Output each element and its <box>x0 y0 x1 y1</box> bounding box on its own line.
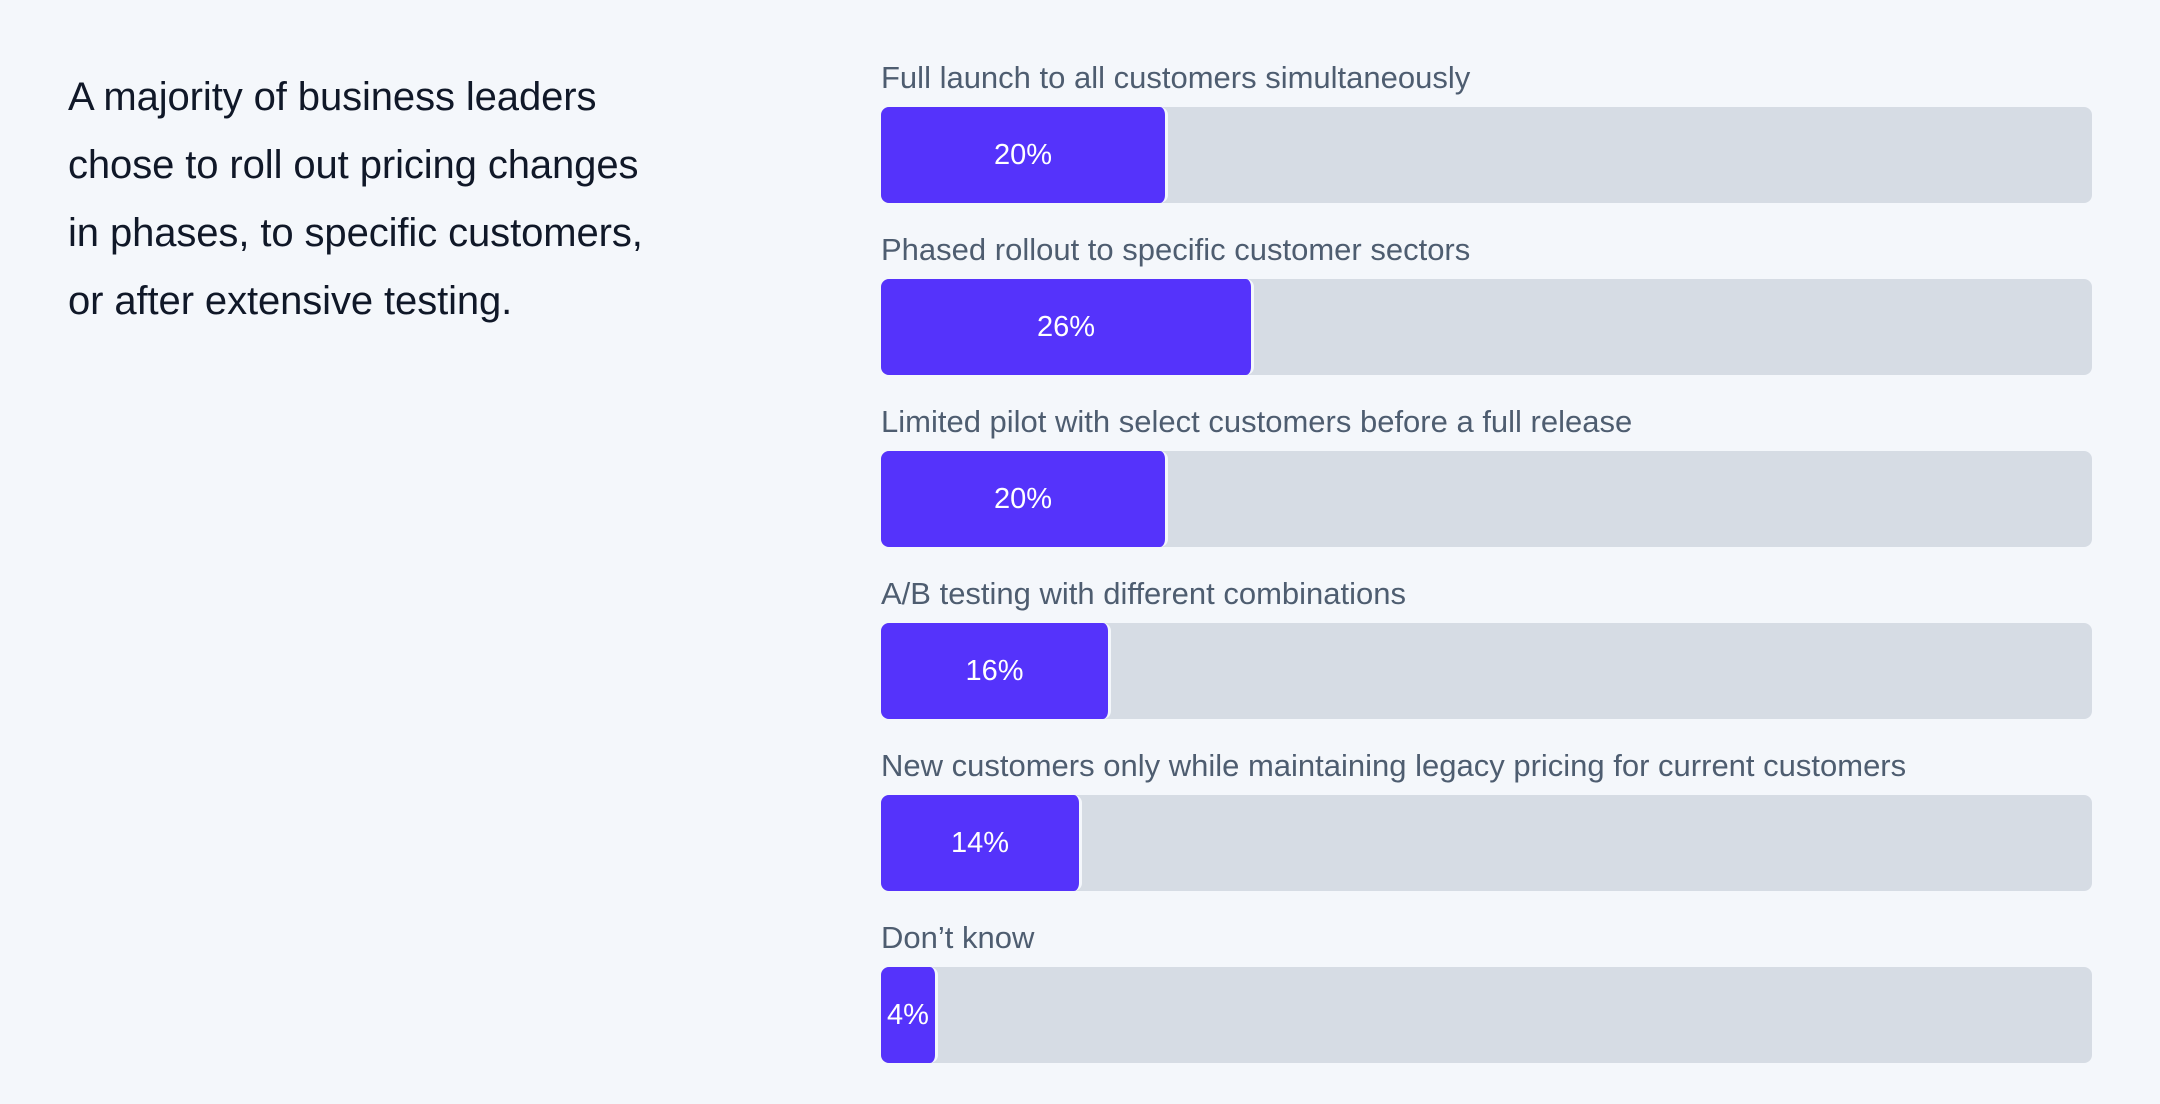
bar-track: 20% <box>881 451 2092 547</box>
bar-fill: 20% <box>881 107 1168 203</box>
bar-fill: 4% <box>881 967 938 1063</box>
bar-label: New customers only while maintaining leg… <box>881 748 1907 783</box>
bar-label: Phased rollout to specific customer sect… <box>881 232 1471 267</box>
bar-value-label: 4% <box>886 998 929 1031</box>
bar-fill: 20% <box>881 451 1168 547</box>
narrative-panel: A majority of business leaders chose to … <box>0 0 881 335</box>
bar-fill: 14% <box>881 795 1083 891</box>
bar-row: Phased rollout to specific customer sect… <box>881 230 2092 375</box>
bar-row: Don’t know 4% <box>881 918 2092 1063</box>
bar-value-label: 26% <box>1036 310 1096 343</box>
bar-track: 20% <box>881 107 2092 203</box>
bar-value-label: 20% <box>993 138 1053 171</box>
bar-track: 16% <box>881 623 2092 719</box>
bar-row: New customers only while maintaining leg… <box>881 746 2092 891</box>
bar-value-label: 20% <box>993 482 1053 515</box>
bar-value-label: 16% <box>965 654 1024 687</box>
bar-track: 26% <box>881 279 2092 375</box>
bar-fill: 16% <box>881 623 1112 719</box>
bar-track: 4% <box>881 967 2092 1063</box>
bar-value-label: 14% <box>950 826 1010 859</box>
bar-row: Full launch to all customers simultaneou… <box>881 58 2092 203</box>
bar-label: A/B testing with different combinations <box>881 576 1406 611</box>
bar-label: Full launch to all customers simultaneou… <box>881 60 1471 95</box>
page-title: A majority of business leaders chose to … <box>68 75 643 323</box>
bar-row: Limited pilot with select customers befo… <box>881 402 2092 547</box>
bar-row: A/B testing with different combinations … <box>881 574 2092 719</box>
bar-track: 14% <box>881 795 2092 891</box>
bar-chart: Full launch to all customers simultaneou… <box>881 0 2160 1063</box>
bar-label: Limited pilot with select customers befo… <box>881 404 1633 439</box>
bar-label: Don’t know <box>881 920 1035 955</box>
bar-fill: 26% <box>881 279 1254 375</box>
